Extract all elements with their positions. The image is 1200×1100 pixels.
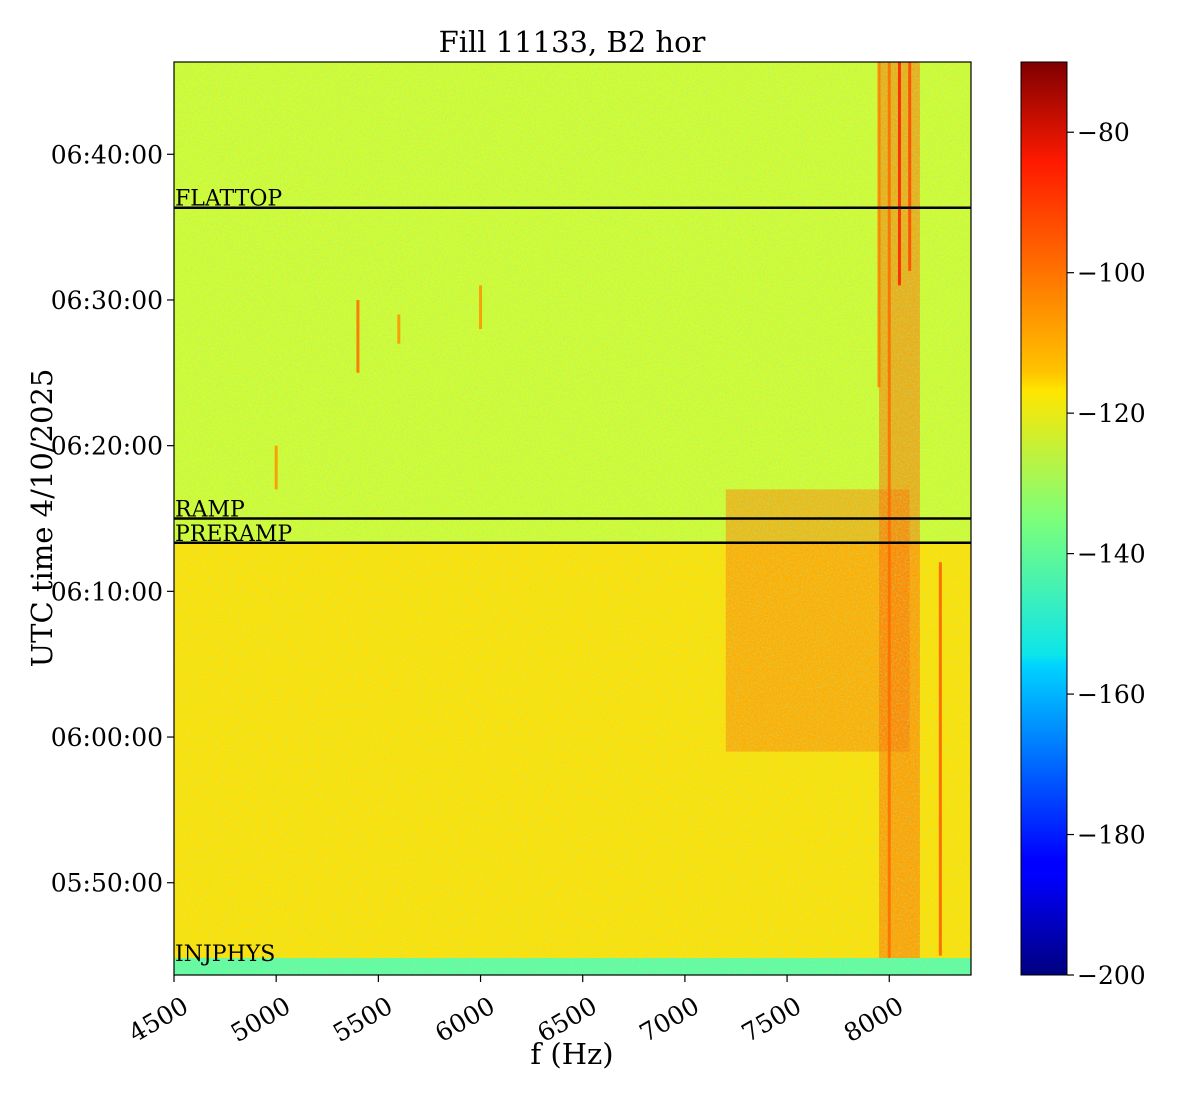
y-tick-label: 06:20:00 <box>51 432 163 461</box>
y-tick-label: 06:30:00 <box>51 286 163 315</box>
x-tick-label: 5000 <box>226 991 296 1048</box>
colorbar-tick-label: −140 <box>1077 540 1146 569</box>
y-tick-label: 06:10:00 <box>51 577 163 606</box>
colorbar-tick-label: −120 <box>1077 399 1146 428</box>
chart-title: Fill 11133, B2 hor <box>439 25 706 59</box>
x-tick-label: 8000 <box>839 991 909 1048</box>
plot-frame <box>173 61 972 976</box>
y-axis: 05:50:00 06:00:00 06:10:00 06:20:00 06:30:00… <box>51 140 174 898</box>
spectral-lines <box>274 62 942 959</box>
x-tick-label: 6000 <box>430 991 500 1048</box>
colorbar-tick-label: −100 <box>1077 259 1146 288</box>
x-tick-label: 4500 <box>124 991 194 1048</box>
y-axis-label: UTC time 4/10/2025 <box>25 369 59 668</box>
y-tick-label: 06:00:00 <box>51 723 163 752</box>
colorbar-tick-label: −200 <box>1077 961 1146 990</box>
phase-marker-label: PRERAMP <box>175 522 292 547</box>
phase-marker-label: RAMP <box>175 498 245 523</box>
y-tick-label: 05:50:00 <box>51 869 163 898</box>
x-tick-label: 7500 <box>737 991 807 1048</box>
x-axis: 4500 5000 5500 6000 6500 7000 7500 8000 <box>124 975 909 1048</box>
phase-marker-label: FLATTOP <box>175 187 282 212</box>
x-tick-label: 5500 <box>328 991 398 1048</box>
phase-marker-label: INJPHYS <box>175 942 275 967</box>
x-axis-label: f (Hz) <box>530 1037 613 1071</box>
y-tick-label: 06:40:00 <box>51 140 163 169</box>
colorbar-tick-label: −160 <box>1077 680 1146 709</box>
colorbar-gradient <box>1020 61 1068 976</box>
colorbar-tick-label: −180 <box>1077 821 1146 850</box>
colorbar-ticks: −200 −180 −160 −140 −120 −100 −80 <box>1067 118 1146 990</box>
colorbar: −200 −180 −160 −140 −120 −100 −80 <box>1020 61 1146 990</box>
x-tick-label: 7000 <box>634 991 704 1048</box>
colorbar-tick-label: −80 <box>1077 118 1130 147</box>
